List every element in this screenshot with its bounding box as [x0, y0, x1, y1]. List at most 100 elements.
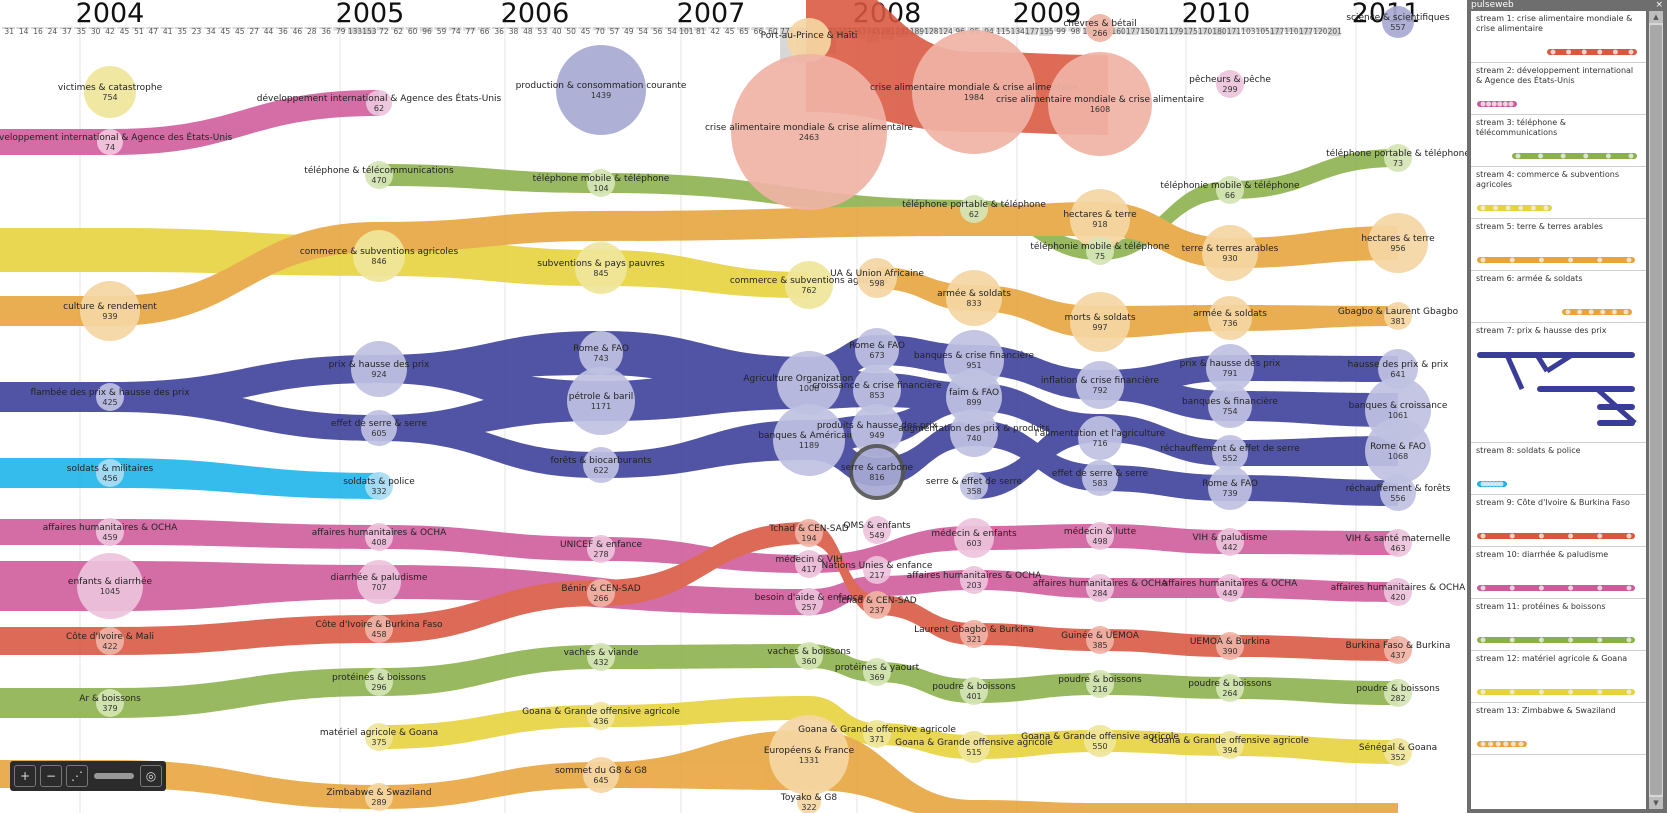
- topic-node-circle[interactable]: [795, 642, 823, 670]
- topic-node-circle[interactable]: [1208, 296, 1252, 340]
- stream-band-4[interactable]: [601, 250, 809, 298]
- topic-node-circle[interactable]: [1384, 679, 1412, 707]
- topic-node-circle[interactable]: [849, 444, 905, 500]
- stream-band-9[interactable]: [0, 519, 110, 545]
- topic-node-circle[interactable]: [863, 658, 891, 686]
- topic-node-circle[interactable]: [1384, 578, 1412, 606]
- stream-list-item[interactable]: stream 4: commerce & subventions agricol…: [1471, 167, 1646, 219]
- stream-band-12[interactable]: [601, 644, 809, 669]
- topic-node-circle[interactable]: [1384, 529, 1412, 557]
- topic-node-circle[interactable]: [1082, 460, 1118, 496]
- stream-list-item[interactable]: stream 12: matériel agricole & Goana: [1471, 651, 1646, 703]
- topic-node-circle[interactable]: [1212, 435, 1248, 471]
- topic-node-circle[interactable]: [96, 518, 124, 546]
- topic-node-circle[interactable]: [365, 523, 393, 551]
- stream-band-5[interactable]: [110, 222, 379, 326]
- stream-band-14[interactable]: [1100, 802, 1398, 813]
- topic-node-circle[interactable]: [587, 643, 615, 671]
- topic-node-circle[interactable]: [1086, 670, 1114, 698]
- stream-band-14[interactable]: [110, 760, 379, 809]
- stream-band-13[interactable]: [379, 705, 601, 749]
- stream-band-7[interactable]: [1230, 391, 1398, 427]
- topic-node-circle[interactable]: [587, 169, 615, 197]
- stream-list-item[interactable]: stream 10: diarrhée & paludisme: [1471, 547, 1646, 599]
- stream-band-14[interactable]: [379, 762, 601, 809]
- stream-band-7[interactable]: [601, 420, 809, 478]
- stream-band-7[interactable]: [601, 357, 809, 421]
- topic-node-circle[interactable]: [1076, 361, 1124, 409]
- topic-node-circle[interactable]: [80, 281, 140, 341]
- topic-node-circle[interactable]: [365, 472, 393, 500]
- stream-band-10[interactable]: [809, 576, 877, 615]
- topic-node-circle[interactable]: [1086, 14, 1114, 42]
- topic-node-circle[interactable]: [1202, 225, 1258, 281]
- stream-band-11[interactable]: [379, 580, 601, 643]
- stream-list-item[interactable]: stream 5: terre & terres arables: [1471, 219, 1646, 271]
- topic-node-circle[interactable]: [863, 591, 891, 619]
- topic-node-circle[interactable]: [769, 715, 849, 795]
- stream-band-9[interactable]: [809, 526, 974, 573]
- topic-node-circle[interactable]: [96, 383, 124, 411]
- topic-node-circle[interactable]: [583, 757, 619, 793]
- stream-band-7[interactable]: [0, 382, 110, 412]
- stream-band-7[interactable]: [1100, 370, 1230, 421]
- topic-node-circle[interactable]: [1208, 384, 1252, 428]
- topic-node-circle[interactable]: [1384, 302, 1412, 330]
- stream-band-8[interactable]: [110, 458, 379, 499]
- topic-node-circle[interactable]: [1086, 626, 1114, 654]
- stream-band-10[interactable]: [1100, 578, 1230, 598]
- stream-band-9[interactable]: [1100, 524, 1230, 554]
- stream-list-item[interactable]: stream 1: crise alimentaire mondiale & c…: [1471, 11, 1646, 63]
- topic-node-circle[interactable]: [960, 566, 988, 594]
- topic-node-circle[interactable]: [96, 689, 124, 717]
- stream-band-7[interactable]: [1230, 355, 1398, 382]
- zoom-out-icon[interactable]: −: [40, 765, 62, 787]
- topic-node-circle[interactable]: [365, 615, 393, 643]
- stream-band-7[interactable]: [1230, 475, 1398, 506]
- stream-band-5[interactable]: [379, 211, 601, 252]
- topic-node-circle[interactable]: [1216, 632, 1244, 660]
- stream-band-6[interactable]: [1100, 305, 1230, 338]
- topic-node-circle[interactable]: [1048, 52, 1152, 156]
- topic-node-circle[interactable]: [795, 588, 823, 616]
- topic-node-circle[interactable]: [365, 161, 393, 189]
- stream-band-11[interactable]: [877, 595, 974, 645]
- topic-node-circle[interactable]: [851, 404, 903, 456]
- stream-band-9[interactable]: [1230, 530, 1398, 555]
- stream-band-10[interactable]: [877, 570, 974, 596]
